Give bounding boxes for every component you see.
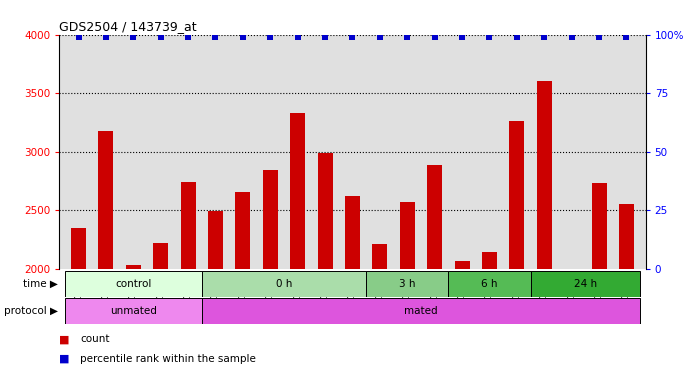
Point [237,34,248,40]
Point [429,34,440,40]
Point [539,34,550,40]
Bar [65,271,202,297]
Bar [482,252,497,269]
Text: count: count [80,334,110,344]
Bar [153,243,168,269]
Bar [510,121,524,269]
Text: control: control [115,279,151,289]
Point [456,34,468,40]
Bar [591,183,607,269]
Text: ■: ■ [59,334,70,344]
Text: 3 h: 3 h [399,279,415,289]
Point [292,34,303,40]
Bar [65,298,202,324]
Bar [181,182,195,269]
Bar [448,271,530,297]
Bar [202,298,640,324]
Text: unmated: unmated [110,306,157,316]
Point [128,34,139,40]
Point [101,34,112,40]
Bar [71,228,86,269]
Bar [290,113,305,269]
Bar [366,271,448,297]
Bar [262,170,278,269]
Bar [208,212,223,269]
Bar [400,202,415,269]
Point [374,34,385,40]
Bar [202,271,366,297]
Bar [427,165,443,269]
Bar [619,204,634,269]
Bar [537,81,552,269]
Text: mated: mated [404,306,438,316]
Text: 6 h: 6 h [481,279,498,289]
Point [566,34,577,40]
Bar [454,261,470,269]
Bar [126,265,141,269]
Point [593,34,604,40]
Text: GDS2504 / 143739_at: GDS2504 / 143739_at [59,20,197,33]
Point [155,34,166,40]
Point [512,34,523,40]
Text: 24 h: 24 h [574,279,597,289]
Point [73,34,84,40]
Point [621,34,632,40]
Text: 0 h: 0 h [276,279,292,289]
Point [347,34,358,40]
Point [320,34,331,40]
Point [484,34,495,40]
Text: ■: ■ [59,354,70,364]
Point [402,34,413,40]
Text: time ▶: time ▶ [23,279,58,289]
Point [210,34,221,40]
Bar [98,131,114,269]
Text: protocol ▶: protocol ▶ [4,306,58,316]
Bar [530,271,640,297]
Bar [345,196,360,269]
Point [265,34,276,40]
Bar [318,153,333,269]
Text: percentile rank within the sample: percentile rank within the sample [80,354,256,364]
Bar [372,244,387,269]
Point [182,34,193,40]
Bar [235,192,251,269]
